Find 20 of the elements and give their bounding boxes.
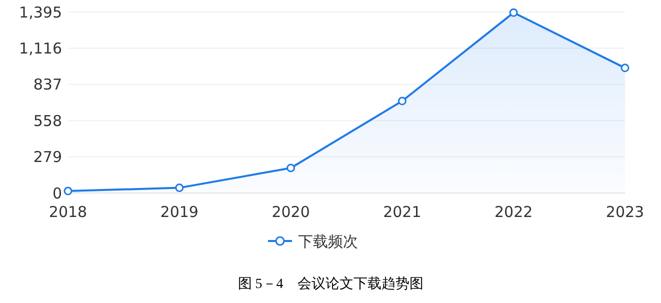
x-tick-label: 2019	[160, 203, 198, 221]
x-tick-label: 2023	[606, 203, 644, 221]
x-tick-label: 2021	[383, 203, 422, 221]
point	[286, 164, 296, 172]
x-tick-label: 2022	[494, 203, 533, 221]
point	[64, 186, 72, 196]
y-tick-label: 279	[33, 148, 62, 166]
y-tick-label: 837	[33, 76, 62, 94]
y-tick-label: 558	[33, 112, 62, 130]
point	[398, 96, 406, 106]
y-tick-label: 1,116	[19, 39, 62, 58]
legend-label: 下载频次	[298, 232, 358, 250]
point	[509, 8, 518, 17]
y-tick-label: 1,395	[19, 3, 62, 22]
x-tick-label: 2020	[272, 203, 310, 221]
point	[620, 64, 630, 72]
x-tick-label: 2018	[48, 203, 88, 221]
y-tick-label: 0	[52, 184, 62, 202]
caption: 图 5－4 会议论文下载趋势图	[238, 276, 424, 292]
point	[175, 184, 184, 192]
